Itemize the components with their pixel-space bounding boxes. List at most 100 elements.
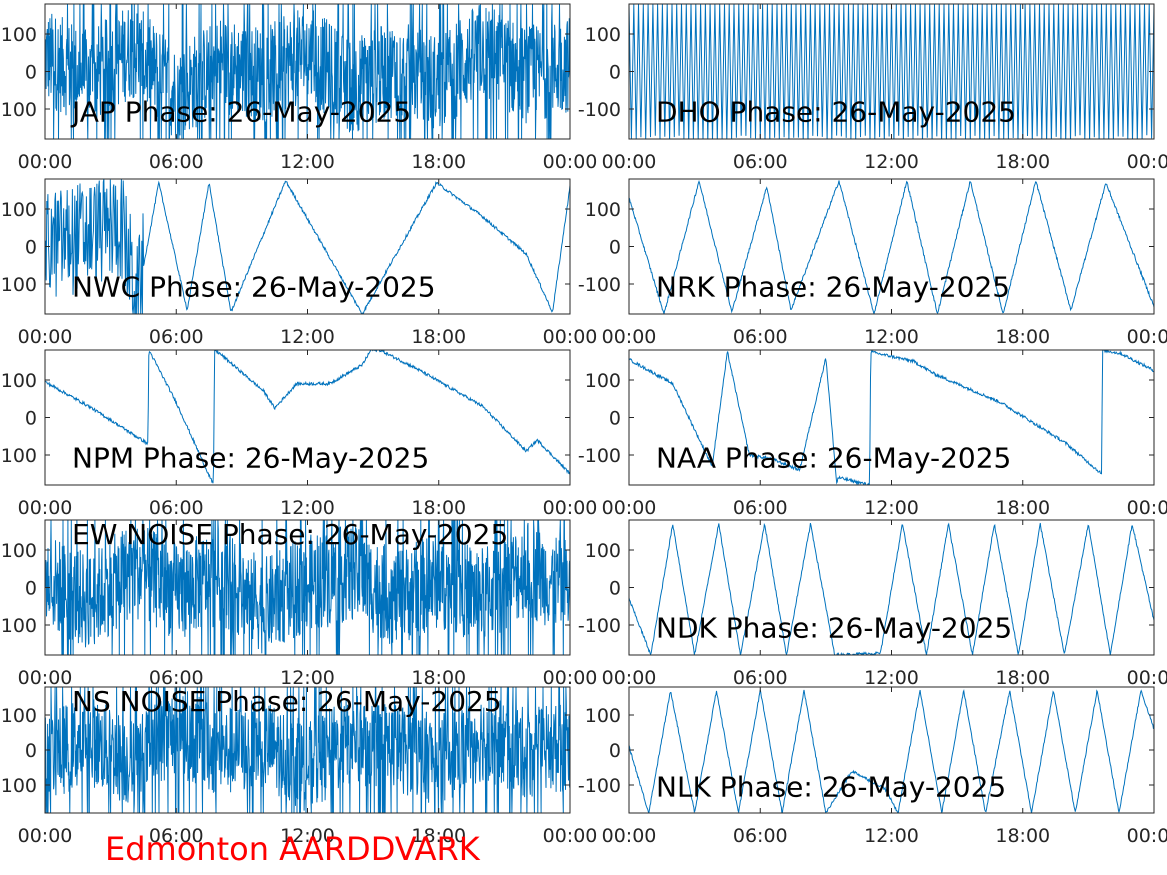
x-tick-label: 00:00: [18, 326, 73, 348]
x-tick-label: 00:00: [18, 151, 73, 173]
y-tick-label: -100: [0, 99, 37, 121]
x-tick-label: 12:00: [280, 326, 335, 348]
y-tick-label: -100: [578, 445, 621, 467]
y-tick-label: 0: [25, 62, 37, 84]
x-tick-label: 00:00: [18, 667, 73, 689]
x-tick-label: 00:00: [543, 151, 598, 173]
panel-4: 100 0 -100 00:00 06:00 12:00 18:00 00:00 NRK Pha…: [578, 178, 1167, 348]
panel-title: EW NOISE Phase: 26-May-2025: [72, 518, 508, 551]
y-tick-label: 100: [585, 24, 621, 46]
x-tick-label: 00:00: [18, 497, 73, 519]
station-label: Edmonton AARDDVARK: [105, 830, 481, 868]
x-tick-label: 00:00: [602, 825, 657, 847]
y-tick-label: 100: [585, 199, 621, 221]
y-tick-label: -100: [0, 274, 37, 296]
x-tick-label: 18:00: [411, 667, 466, 689]
x-tick-label: 06:00: [733, 825, 788, 847]
panel-title: NS NOISE Phase: 26-May-2025: [72, 685, 502, 718]
x-tick-label: 06:00: [149, 667, 204, 689]
x-tick-label: 18:00: [411, 326, 466, 348]
panel-5: 100 0 -100 00:00 06:00 12:00 18:00 00:00 NPM Pha…: [0, 349, 598, 519]
panel-title: NPM Phase: 26-May-2025: [72, 441, 429, 474]
x-tick-label: 12:00: [864, 825, 919, 847]
x-tick-label: 18:00: [995, 825, 1050, 847]
x-tick-label: 12:00: [280, 825, 335, 847]
y-tick-label: 100: [585, 540, 621, 562]
phase-series-line: [45, 687, 570, 813]
panel-2: 100 0 -100 00:00 06:00 12:00 18:00 00:00 DHO Pha…: [578, 3, 1167, 173]
x-tick-label: 18:00: [411, 151, 466, 173]
x-tick-label: 06:00: [733, 667, 788, 689]
phase-series-line: [629, 4, 1154, 139]
x-tick-label: 00:00: [543, 825, 598, 847]
x-tick-label: 06:00: [149, 326, 204, 348]
phase-series-line: [629, 688, 1154, 813]
x-tick-label: 00:00: [602, 326, 657, 348]
x-tick-label: 18:00: [995, 151, 1050, 173]
y-tick-label: 0: [25, 408, 37, 430]
phase-series-line: [45, 179, 570, 314]
panel-title: DHO Phase: 26-May-2025: [656, 95, 1016, 128]
x-tick-label: 00:00: [543, 667, 598, 689]
panel-7: 100 0 -100 00:00 06:00 12:00 18:00 00:00 EW NOIS…: [0, 518, 597, 689]
x-tick-label: 06:00: [733, 497, 788, 519]
x-tick-label: 12:00: [280, 497, 335, 519]
panel-9: 100 0 -100 00:00 06:00 12:00 18:00 00:00 NS NOIS…: [0, 685, 597, 847]
y-tick-label: 0: [25, 578, 37, 600]
y-tick-label: 100: [1, 540, 37, 562]
panel-title: NRK Phase: 26-May-2025: [656, 270, 1010, 303]
y-tick-label: 0: [25, 237, 37, 259]
panel-10: 100 0 -100 00:00 06:00 12:00 18:00 00:00 NLK Pha…: [578, 686, 1167, 847]
x-tick-label: 00:00: [602, 497, 657, 519]
x-tick-label: 00:00: [543, 497, 598, 519]
x-tick-label: 18:00: [995, 326, 1050, 348]
panel-8: 100 0 -100 00:00 06:00 12:00 18:00 00:00 NDK Pha…: [578, 519, 1167, 689]
x-tick-label: 18:00: [411, 825, 466, 847]
x-tick-label: 06:00: [733, 151, 788, 173]
y-tick-label: -100: [578, 615, 621, 637]
x-tick-label: 06:00: [149, 497, 204, 519]
y-tick-label: -100: [0, 775, 37, 797]
x-tick-label: 00:00: [1127, 151, 1167, 173]
panel-title: NLK Phase: 26-May-2025: [656, 771, 1006, 804]
y-tick-label: 0: [609, 237, 621, 259]
y-tick-label: 0: [609, 578, 621, 600]
y-tick-label: -100: [0, 445, 37, 467]
panel-6: 100 0 -100 00:00 06:00 12:00 18:00 00:00 NAA Pha…: [578, 349, 1167, 519]
x-tick-label: 06:00: [149, 151, 204, 173]
y-tick-label: -100: [578, 99, 621, 121]
panel-3: 100 0 -100 00:00 06:00 12:00 18:00 00:00 NWC Pha…: [0, 178, 598, 348]
x-tick-label: 06:00: [149, 825, 204, 847]
phase-series-line: [629, 522, 1154, 655]
panel-title: NDK Phase: 26-May-2025: [656, 611, 1012, 644]
phase-series-line: [45, 350, 570, 484]
x-tick-label: 00:00: [1127, 497, 1167, 519]
x-tick-label: 18:00: [411, 497, 466, 519]
phase-series-line: [629, 180, 1154, 314]
y-tick-label: 0: [609, 408, 621, 430]
panel-1: 100 0 -100 00:00 06:00 12:00 18:00 00:00 JAP Pha…: [0, 3, 598, 173]
y-tick-label: 100: [585, 705, 621, 727]
y-tick-label: 0: [25, 740, 37, 762]
y-tick-label: 100: [1, 705, 37, 727]
x-tick-label: 00:00: [1127, 825, 1167, 847]
panel-title: JAP Phase: 26-May-2025: [70, 95, 411, 128]
phase-series-line: [629, 350, 1154, 485]
y-tick-label: 100: [1, 370, 37, 392]
x-tick-label: 12:00: [864, 151, 919, 173]
phase-series-line: [45, 520, 570, 655]
x-tick-label: 00:00: [1127, 667, 1167, 689]
x-tick-label: 12:00: [864, 497, 919, 519]
y-tick-label: 100: [585, 370, 621, 392]
x-tick-label: 12:00: [280, 151, 335, 173]
y-tick-label: 100: [1, 199, 37, 221]
x-tick-label: 00:00: [602, 151, 657, 173]
x-tick-label: 18:00: [995, 497, 1050, 519]
y-tick-label: 0: [609, 740, 621, 762]
x-tick-label: 12:00: [864, 667, 919, 689]
y-tick-label: 0: [609, 62, 621, 84]
x-tick-label: 00:00: [543, 326, 598, 348]
phase-series-line: [45, 4, 570, 139]
y-tick-label: -100: [578, 274, 621, 296]
y-tick-label: 100: [1, 24, 37, 46]
